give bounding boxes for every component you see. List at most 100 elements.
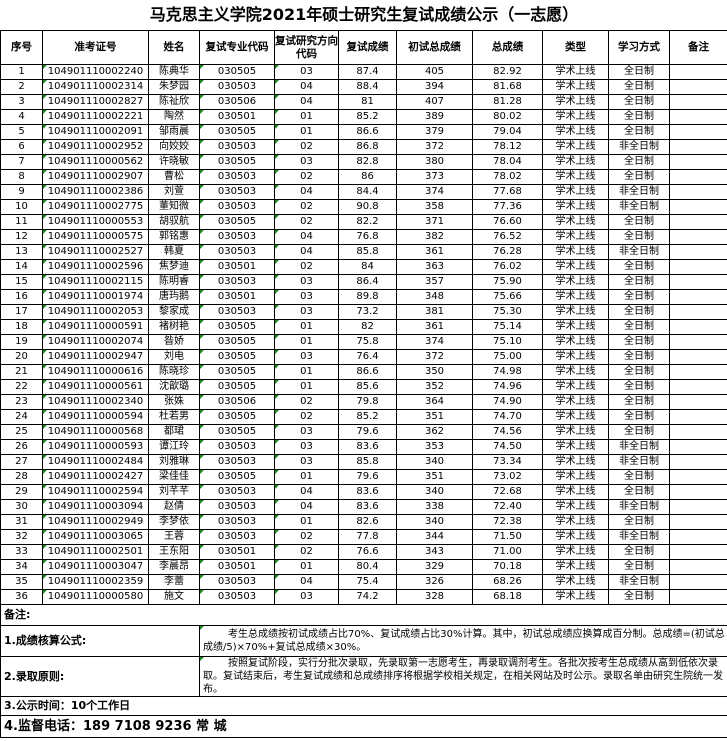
table-row: 33 104901110002501 王东阳 030501 02 76.6 343 71.00… [0,544,727,560]
cell-total-score: 78.12 [472,139,543,155]
cell-seq: 8 [0,169,43,185]
cell-study-mode: 全日制 [608,349,670,365]
cell-total-score: 74.70 [472,409,543,425]
cell-exam-id: 104901110000593 [42,439,149,455]
cell-initial-score: 340 [396,514,473,530]
cell-exam-id: 104901110002594 [42,484,149,500]
cell-retest-score: 76.8 [338,229,397,245]
cell-initial-score: 361 [396,319,473,335]
cell-exam-id: 104901110002091 [42,124,149,140]
cell-seq: 2 [0,79,43,95]
cell-direction-code: 03 [274,304,339,320]
cell-remark [668,379,727,395]
cell-direction-code: 04 [274,184,339,200]
cell-type: 学术上线 [542,139,609,155]
cell-direction-code: 01 [274,469,339,485]
cell-initial-score: 374 [396,184,473,200]
cell-direction-code: 01 [274,109,339,125]
cell-initial-score: 407 [396,94,473,110]
cell-total-score: 81.68 [472,79,543,95]
cell-exam-id: 104901110002386 [42,184,149,200]
cell-type: 学术上线 [542,364,609,380]
cell-name: 唐玙鹅 [148,289,200,305]
cell-initial-score: 372 [396,139,473,155]
cell-type: 学术上线 [542,214,609,230]
cell-name: 陈晓珍 [148,364,200,380]
cell-exam-id: 104901110002596 [42,259,149,275]
cell-seq: 30 [0,499,43,515]
cell-direction-code: 03 [274,424,339,440]
cell-retest-score: 77.8 [338,529,397,545]
cell-major-code: 030503 [199,244,275,260]
cell-study-mode: 全日制 [608,544,670,560]
cell-name: 都珺 [148,424,200,440]
cell-major-code: 030501 [199,544,275,560]
table-row: 28 104901110002427 梁佳佳 030505 01 79.6 351 73.02… [0,469,727,485]
cell-major-code: 030506 [199,94,275,110]
cell-name: 邹雨晨 [148,124,200,140]
table-row: 7 104901110000562 许晓敏 030505 03 82.8 380 78.04 学… [0,154,727,170]
cell-name: 杜若男 [148,409,200,425]
cell-exam-id: 104901110002053 [42,304,149,320]
cell-initial-score: 405 [396,64,473,80]
cell-name: 施文 [148,589,200,605]
cell-direction-code: 04 [274,229,339,245]
cell-type: 学术上线 [542,259,609,275]
cell-major-code: 030503 [199,454,275,470]
cell-major-code: 030506 [199,394,275,410]
cell-retest-score: 82 [338,319,397,335]
cell-retest-score: 86.6 [338,124,397,140]
header-initial-score: 初试总成绩 [396,30,473,65]
cell-retest-score: 83.6 [338,439,397,455]
header-total-score: 总成绩 [472,30,543,65]
cell-retest-score: 86 [338,169,397,185]
cell-remark [668,424,727,440]
cell-total-score: 74.56 [472,424,543,440]
table-row: 4 104901110002221 陶然 030501 01 85.2 389 80.02 学术… [0,109,727,125]
cell-name: 焦梦迪 [148,259,200,275]
cell-retest-score: 87.4 [338,64,397,80]
cell-study-mode: 非全日制 [608,244,670,260]
cell-major-code: 030505 [199,469,275,485]
cell-exam-id: 104901110000568 [42,424,149,440]
cell-seq: 1 [0,64,43,80]
cell-direction-code: 03 [274,154,339,170]
cell-remark [668,289,727,305]
cell-total-score: 68.26 [472,574,543,590]
cell-type: 学术上线 [542,484,609,500]
table-row: 10 104901110002775 董知微 030503 02 90.8 358 77.36… [0,199,727,215]
cell-total-score: 71.00 [472,544,543,560]
cell-exam-id: 104901110002949 [42,514,149,530]
cell-name: 郭铭惠 [148,229,200,245]
cell-exam-id: 104901110000561 [42,379,149,395]
cell-type: 学术上线 [542,499,609,515]
cell-name: 谭江玲 [148,439,200,455]
cell-major-code: 030505 [199,334,275,350]
cell-type: 学术上线 [542,109,609,125]
cell-direction-code: 02 [274,169,339,185]
cell-direction-code: 02 [274,544,339,560]
cell-total-score: 75.14 [472,319,543,335]
cell-total-score: 75.10 [472,334,543,350]
cell-exam-id: 104901110002115 [42,274,149,290]
cell-name: 刘雅琳 [148,454,200,470]
cell-retest-score: 76.4 [338,349,397,365]
header-exam-id: 准考证号 [42,30,149,65]
cell-type: 学术上线 [542,124,609,140]
cell-type: 学术上线 [542,574,609,590]
cell-type: 学术上线 [542,334,609,350]
cell-name: 黎家成 [148,304,200,320]
cell-retest-score: 84.4 [338,184,397,200]
cell-retest-score: 88.4 [338,79,397,95]
table-row: 30 104901110003094 赵倩 030503 04 83.6 338 72.40 学… [0,499,727,515]
cell-total-score: 75.30 [472,304,543,320]
cell-total-score: 75.00 [472,349,543,365]
cell-initial-score: 353 [396,439,473,455]
table-row: 29 104901110002594 刘芊芊 030503 04 83.6 340 72.68… [0,484,727,500]
cell-initial-score: 380 [396,154,473,170]
rule-label: 2.录取原则: [0,656,200,697]
cell-retest-score: 73.2 [338,304,397,320]
cell-remark [668,559,727,575]
cell-name: 陈典华 [148,64,200,80]
cell-direction-code: 01 [274,334,339,350]
